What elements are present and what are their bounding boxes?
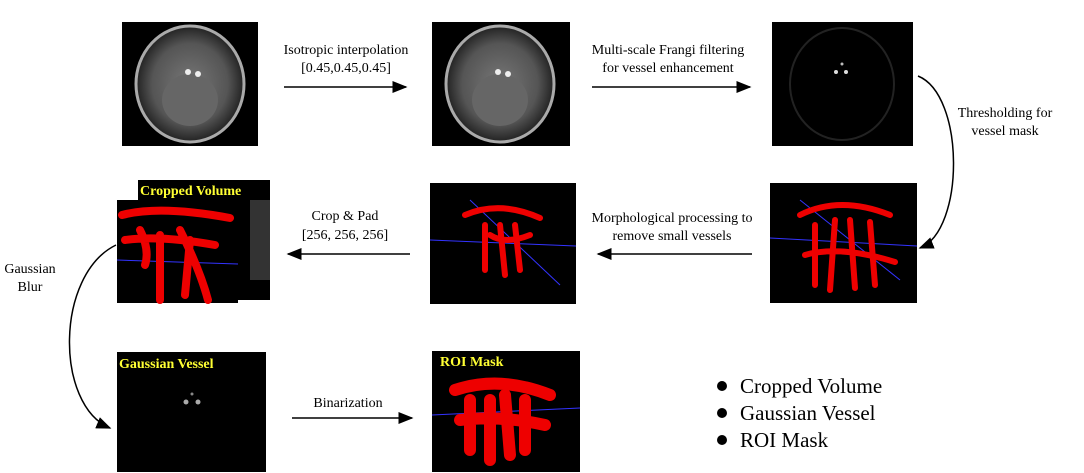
vessel-3d-image bbox=[429, 183, 577, 304]
edge-label: [0.45,0.45,0.45] bbox=[301, 61, 391, 76]
legend-item: Cropped Volume bbox=[740, 374, 882, 398]
edge-label: remove small vessels bbox=[613, 229, 732, 244]
legend-item: Gaussian Vessel bbox=[740, 401, 876, 425]
mri-image bbox=[432, 22, 570, 146]
legend-item: ROI Mask bbox=[740, 428, 829, 452]
image-label: Gaussian Vessel bbox=[119, 357, 214, 372]
edge-label: Isotropic interpolation bbox=[284, 43, 409, 58]
mri-image bbox=[122, 22, 258, 146]
roi-mask-image bbox=[431, 351, 581, 472]
frangi-image bbox=[772, 22, 913, 146]
gaussian-image bbox=[117, 352, 266, 472]
arrows bbox=[68, 75, 955, 429]
edge-label: Morphological processing to bbox=[592, 211, 753, 226]
edge-label: Thresholding for bbox=[958, 106, 1053, 121]
edge-label: for vessel enhancement bbox=[602, 61, 733, 76]
edge-label: Crop & Pad bbox=[312, 209, 379, 224]
edge-label: Binarization bbox=[313, 396, 382, 411]
vessel-3d-image bbox=[769, 183, 918, 303]
edge-label: Multi-scale Frangi filtering bbox=[592, 43, 744, 58]
legend: Cropped Volume Gaussian Vessel ROI Mask bbox=[717, 374, 882, 452]
cropped-volume-image bbox=[116, 180, 270, 304]
edge-label: [256, 256, 256] bbox=[302, 228, 388, 243]
edge-label: vessel mask bbox=[971, 124, 1038, 139]
image-label: ROI Mask bbox=[440, 355, 504, 370]
edge-label: Blur bbox=[18, 280, 43, 295]
image-label: Cropped Volume bbox=[140, 184, 241, 199]
edge-label: Gaussian bbox=[4, 262, 55, 277]
